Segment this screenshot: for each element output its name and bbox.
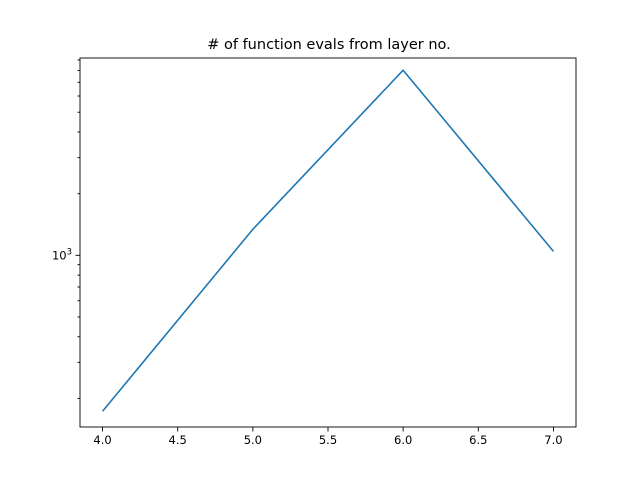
plot-series	[101, 69, 555, 412]
y-tick-label: 103	[52, 247, 72, 262]
x-tick-label: 6.0	[394, 433, 412, 447]
series-line	[101, 69, 555, 412]
x-tick-label: 4.5	[169, 433, 187, 447]
x-tick-label: 5.0	[244, 433, 262, 447]
chart-title: # of function evals from layer no.	[207, 37, 451, 53]
x-tick-label: 7.0	[544, 433, 562, 447]
x-tick-label: 4.0	[93, 433, 111, 447]
axis-ticks: 4.0 4.5 5.0 5.5 6.0 6.5 7.0 103	[52, 59, 563, 447]
x-tick-label: 6.5	[469, 433, 487, 447]
x-tick-label: 5.5	[319, 433, 337, 447]
plot-area-frame	[79, 57, 577, 428]
